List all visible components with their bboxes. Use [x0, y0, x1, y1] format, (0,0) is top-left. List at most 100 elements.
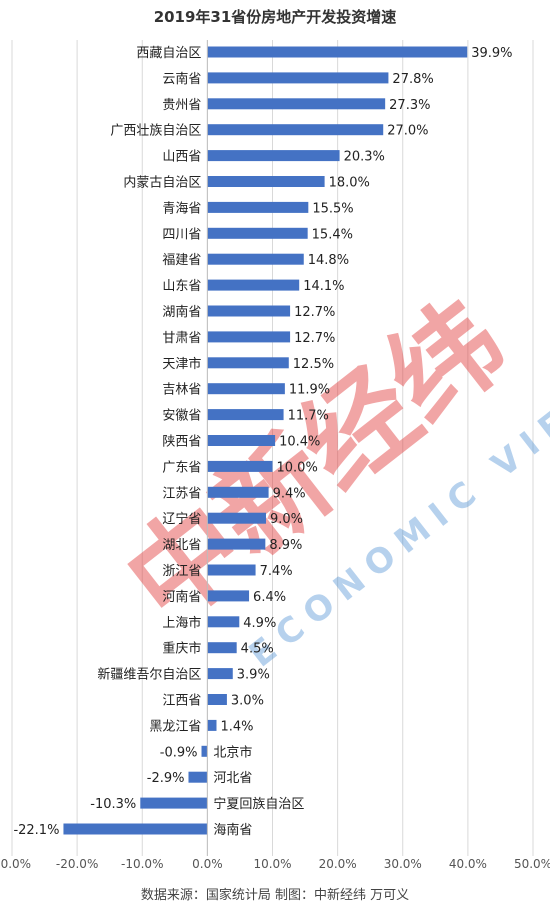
- category-label: 贵州省: [162, 98, 201, 113]
- bar: [207, 357, 289, 369]
- category-label: 甘肃省: [162, 331, 201, 346]
- category-label: 江苏省: [162, 485, 201, 501]
- value-label: 12.7%: [294, 331, 335, 346]
- value-label: 12.7%: [294, 305, 335, 320]
- value-label: 27.0%: [387, 124, 428, 139]
- category-label: 天津市: [162, 356, 201, 372]
- bar: [207, 201, 309, 213]
- value-label: -0.9%: [160, 745, 198, 760]
- bar: [207, 305, 291, 317]
- category-label: 山东省: [162, 279, 201, 294]
- value-label: 27.3%: [389, 98, 430, 113]
- category-label: 新疆维吾尔自治区: [97, 667, 201, 683]
- category-label: 福建省: [162, 253, 201, 268]
- bar: [207, 590, 250, 602]
- bar: [207, 279, 300, 291]
- value-label: 15.4%: [312, 227, 353, 242]
- category-label: 安徽省: [162, 409, 201, 424]
- bar: [188, 771, 208, 783]
- value-label: -22.1%: [13, 823, 59, 838]
- value-label: 11.7%: [288, 409, 329, 424]
- category-label: 辽宁省: [162, 511, 201, 527]
- category-label: 湖南省: [162, 304, 201, 320]
- bar: [207, 409, 284, 421]
- value-label: 7.4%: [260, 564, 293, 579]
- x-tick-label: 10.0%: [253, 857, 291, 871]
- category-label: 北京市: [213, 744, 252, 760]
- x-tick-label: 30.0%: [0, 857, 31, 871]
- bar: [201, 745, 208, 757]
- value-label: 14.8%: [308, 253, 349, 268]
- value-label: 8.9%: [269, 538, 302, 553]
- category-label: 云南省: [162, 71, 201, 87]
- x-tick-label: 20.0%: [319, 857, 357, 871]
- category-label: 四川省: [162, 227, 201, 242]
- value-label: 11.9%: [289, 383, 330, 398]
- x-tick-label: 0.0%: [192, 857, 223, 871]
- value-label: 10.0%: [277, 460, 318, 475]
- category-label: 黑龙江省: [149, 719, 201, 734]
- bar: [207, 331, 291, 343]
- bar: [207, 46, 468, 58]
- bar: [207, 486, 269, 498]
- category-label: 青海省: [162, 201, 201, 216]
- chart-title: 2019年31省份房地产开发投资增速: [153, 8, 397, 26]
- value-label: 14.1%: [303, 279, 344, 294]
- bar: [207, 460, 273, 472]
- bar: [207, 564, 256, 576]
- bar: [207, 435, 276, 446]
- category-label: 江西省: [162, 694, 201, 709]
- category-label: 吉林省: [162, 383, 201, 398]
- value-label: 10.4%: [279, 435, 320, 450]
- category-label: 广东省: [162, 460, 201, 475]
- category-label: 河南省: [162, 589, 201, 605]
- category-label: 山西省: [162, 150, 201, 165]
- value-label: 27.8%: [392, 72, 433, 87]
- bar: [207, 668, 233, 680]
- value-label: 39.9%: [471, 46, 512, 61]
- value-label: 1.4%: [220, 719, 253, 734]
- bar: [207, 616, 240, 628]
- category-label: 重庆市: [162, 641, 201, 657]
- bar: [207, 383, 285, 395]
- bar: [207, 150, 340, 162]
- bar: [207, 253, 304, 265]
- bar: [207, 227, 308, 239]
- category-label: 河北省: [213, 771, 252, 786]
- value-label: 18.0%: [329, 176, 370, 191]
- bar: [207, 694, 227, 705]
- bar: [140, 797, 208, 809]
- value-label: 20.3%: [344, 150, 385, 165]
- category-label: 上海市: [162, 615, 201, 631]
- category-label: 西藏自治区: [136, 46, 201, 61]
- category-label: 湖北省: [162, 538, 201, 553]
- value-label: -10.3%: [90, 797, 136, 812]
- bar: [207, 98, 386, 110]
- bar: [207, 512, 266, 524]
- value-label: 4.5%: [241, 642, 274, 657]
- category-label: 海南省: [213, 822, 252, 838]
- x-tick-label: 50.0%: [514, 857, 550, 871]
- value-label: 9.0%: [270, 512, 303, 527]
- category-label: 广西壮族自治区: [110, 123, 201, 139]
- bar: [207, 72, 389, 84]
- x-tick-label: 40.0%: [449, 857, 487, 871]
- bar: [207, 124, 384, 136]
- value-label: 4.9%: [243, 616, 276, 631]
- x-tick-label: -10.0%: [121, 857, 163, 871]
- value-label: 15.5%: [312, 201, 353, 216]
- x-tick-label: 30.0%: [384, 857, 422, 871]
- category-label: 陕西省: [162, 435, 201, 450]
- category-label: 浙江省: [162, 564, 201, 579]
- value-label: -2.9%: [147, 771, 185, 786]
- category-label: 内蒙古自治区: [123, 175, 201, 191]
- bar: [207, 176, 325, 187]
- category-label: 宁夏回族自治区: [213, 796, 304, 812]
- bar: [207, 538, 266, 550]
- value-label: 3.0%: [231, 694, 264, 709]
- source-note: 数据来源：国家统计局 制图：中新经纬 万可义: [140, 888, 410, 903]
- value-label: 3.9%: [237, 668, 270, 683]
- value-label: 9.4%: [273, 486, 306, 501]
